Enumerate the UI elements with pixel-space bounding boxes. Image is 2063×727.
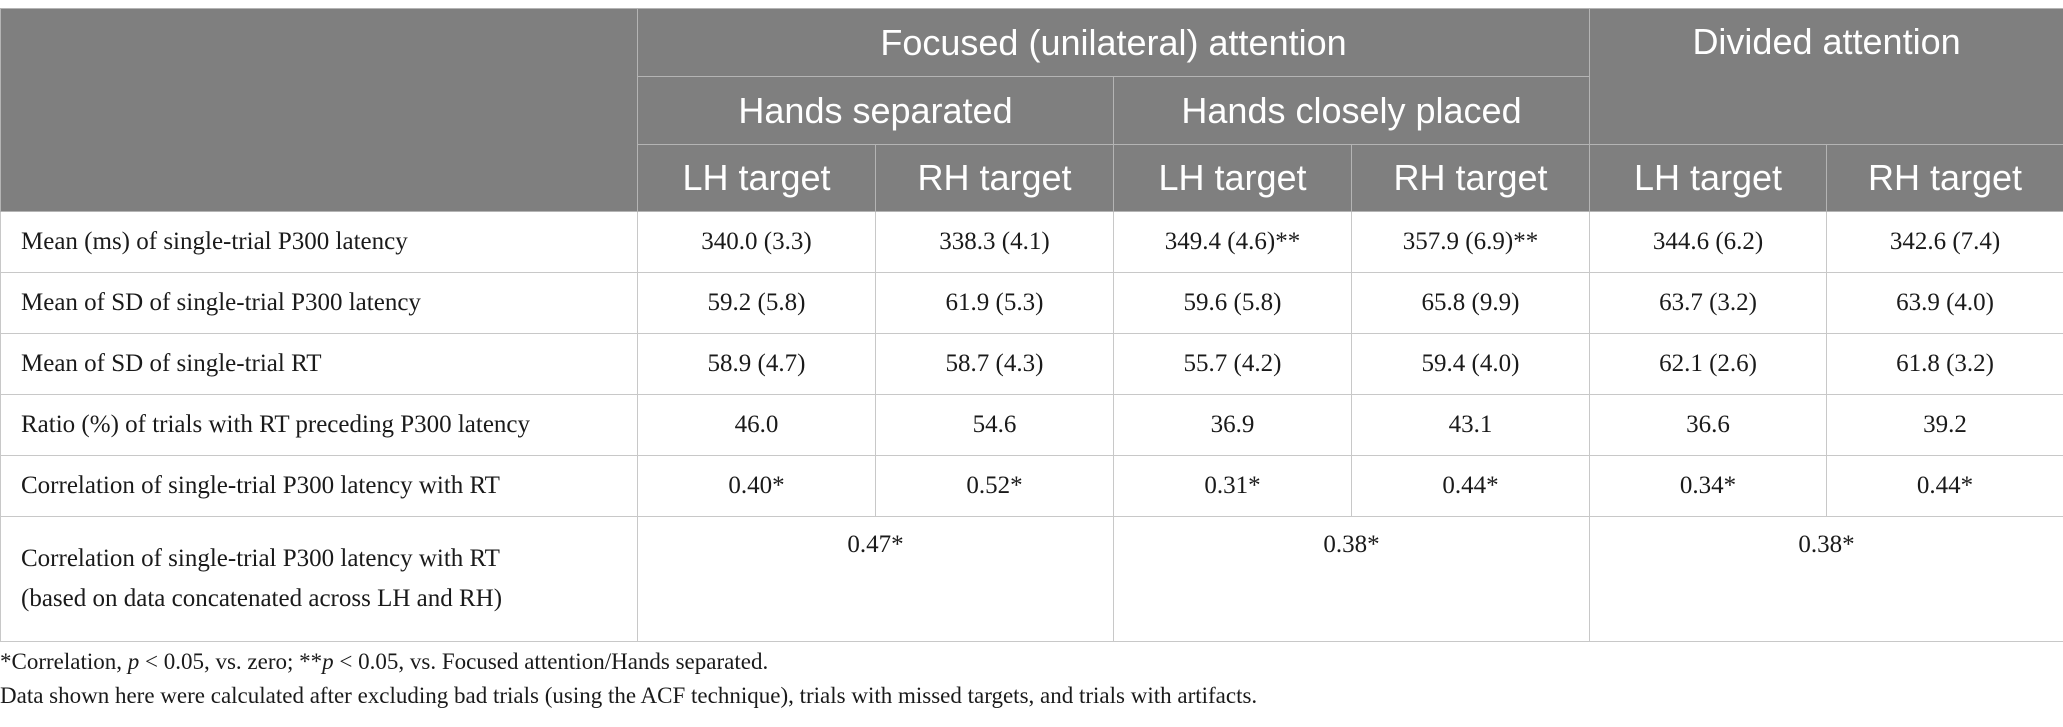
table-row: Mean of SD of single-trial RT 58.9 (4.7)… [0,333,2063,395]
table-cell: 55.7 (4.2) [1113,333,1352,395]
header-divided-attention: Divided attention [1589,8,2063,145]
table-cell: 54.6 [875,394,1114,456]
table-cell: 63.9 (4.0) [1826,272,2063,334]
table-cell-merged: 0.38* [1589,516,2063,642]
header-row-columns: LH target RH target LH target RH target … [1,144,2063,212]
row-label-line2: (based on data concatenated across LH an… [21,585,503,612]
row-label: Ratio (%) of trials with RT preceding P3… [0,394,638,456]
column-header: LH target [1589,144,1828,212]
table-cell: 43.1 [1350,394,1591,456]
row-label: Mean of SD of single-trial RT [0,333,638,395]
table-cell: 46.0 [637,394,876,456]
table-cell: 58.7 (4.3) [875,333,1114,395]
column-header: LH target [1113,144,1352,212]
table-cell-merged: 0.47* [637,516,1114,642]
table-cell: 36.9 [1113,394,1352,456]
table-row: Mean (ms) of single-trial P300 latency 3… [0,211,2063,273]
table-cell: 58.9 (4.7) [637,333,876,395]
table-cell: 39.2 [1826,394,2063,456]
table-row: Correlation of single-trial P300 latency… [0,455,2063,517]
row-label: Correlation of single-trial P300 latency… [0,455,638,517]
header-row-subgroup: Hands separated Hands closely placed [1,76,2063,145]
table-cell-merged: 0.38* [1112,516,1591,642]
table-row-concatenated: Correlation of single-trial P300 latency… [0,516,2063,642]
table-cell: 344.6 (6.2) [1589,211,1828,273]
column-header: RH target [1826,144,2063,212]
table-cell: 0.52* [875,455,1114,517]
table-container: Focused (unilateral) attention Divided a… [0,8,2063,642]
table-cell: 63.7 (3.2) [1589,272,1828,334]
footnote-data-note: Data shown here were calculated after ex… [0,683,1258,708]
row-label: Mean of SD of single-trial P300 latency [0,272,638,334]
header-row-group: Focused (unilateral) attention Divided a… [0,8,2063,212]
table-cell: 59.4 (4.0) [1350,333,1591,395]
table-cell: 59.2 (5.8) [637,272,876,334]
table-row: Mean of SD of single-trial P300 latency … [0,272,2063,334]
table-cell: 61.9 (5.3) [875,272,1114,334]
table-cell: 0.31* [1113,455,1352,517]
row-label: Mean (ms) of single-trial P300 latency [0,211,638,273]
table-cell: 0.44* [1350,455,1591,517]
column-header: RH target [875,144,1114,212]
table-cell: 349.4 (4.6)** [1113,211,1352,273]
header-hands-closely-placed: Hands closely placed [1112,76,1591,145]
table-cell: 61.8 (3.2) [1826,333,2063,395]
header-focused-attention: Focused (unilateral) attention [636,8,1591,77]
table-cell: 338.3 (4.1) [875,211,1114,273]
table-cell: 340.0 (3.3) [637,211,876,273]
table-cell: 36.6 [1589,394,1828,456]
column-header: RH target [1350,144,1591,212]
header-hands-separated: Hands separated [637,76,1114,145]
footnote-significance: *Correlation, p < 0.05, vs. zero; **p < … [0,649,769,674]
results-table: Focused (unilateral) attention Divided a… [0,8,2063,642]
table-cell: 342.6 (7.4) [1826,211,2063,273]
row-label-line1: Correlation of single-trial P300 latency… [21,545,500,572]
row-label-concatenated: Correlation of single-trial P300 latency… [0,516,638,642]
header-blank-cell [0,8,638,212]
table-cell: 59.6 (5.8) [1113,272,1352,334]
table-cell: 0.40* [637,455,876,517]
table-cell: 62.1 (2.6) [1589,333,1828,395]
table-row: Ratio (%) of trials with RT preceding P3… [0,394,2063,456]
table-cell: 0.34* [1589,455,1828,517]
table-cell: 0.44* [1826,455,2063,517]
table-footnotes: *Correlation, p < 0.05, vs. zero; **p < … [0,645,2063,713]
table-cell: 65.8 (9.9) [1350,272,1591,334]
column-header: LH target [637,144,876,212]
table-cell: 357.9 (6.9)** [1350,211,1591,273]
